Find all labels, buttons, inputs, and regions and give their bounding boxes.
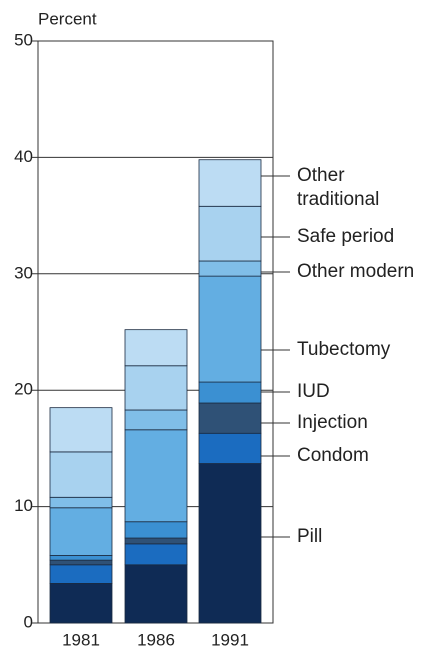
bar-segment [198, 205, 262, 262]
legend-label: Safe period [297, 226, 395, 247]
y-tick-label: 10 [14, 496, 33, 515]
bar-segment [49, 564, 113, 584]
bar-segment [49, 507, 113, 556]
y-axis-label: Percent [38, 9, 97, 28]
bar-segment [49, 496, 113, 509]
legend-label: IUD [297, 381, 330, 402]
bar-segment [198, 159, 262, 207]
legend-label: Other modern [297, 261, 415, 282]
legend-label: Other traditional [297, 165, 380, 210]
legend-label: Pill [297, 526, 323, 547]
x-tick-label: 1981 [62, 630, 100, 649]
bar-segment [49, 559, 113, 566]
bar-segment [124, 564, 188, 624]
y-tick-label: 30 [14, 263, 33, 282]
bar-segment [198, 275, 262, 383]
legend-label: Condom [297, 445, 369, 466]
bar-segment [49, 451, 113, 498]
legend-label: Tubectomy [297, 339, 391, 360]
bar-segment [49, 407, 113, 453]
y-tick-label: 20 [14, 380, 33, 399]
legend-label: Injection [297, 412, 368, 433]
bar-segment [124, 543, 188, 566]
y-tick-label: 0 [24, 612, 33, 631]
bar-segment [124, 521, 188, 539]
bar-segment [124, 537, 188, 545]
x-tick-label: 1991 [211, 630, 249, 649]
y-tick-label: 40 [14, 147, 33, 166]
y-tick-label: 50 [14, 30, 33, 49]
bar-segment [49, 555, 113, 561]
bar-segment [124, 329, 188, 367]
bar-segment [124, 429, 188, 523]
bar-segment [198, 402, 262, 434]
bar-segment [49, 583, 113, 624]
bar-segment [124, 409, 188, 431]
x-tick-label: 1986 [137, 630, 175, 649]
bar-segment [198, 463, 262, 624]
bar-segment [198, 381, 262, 404]
bar-segment [198, 432, 262, 464]
bar-segment [198, 260, 262, 277]
bar-segment [124, 365, 188, 411]
